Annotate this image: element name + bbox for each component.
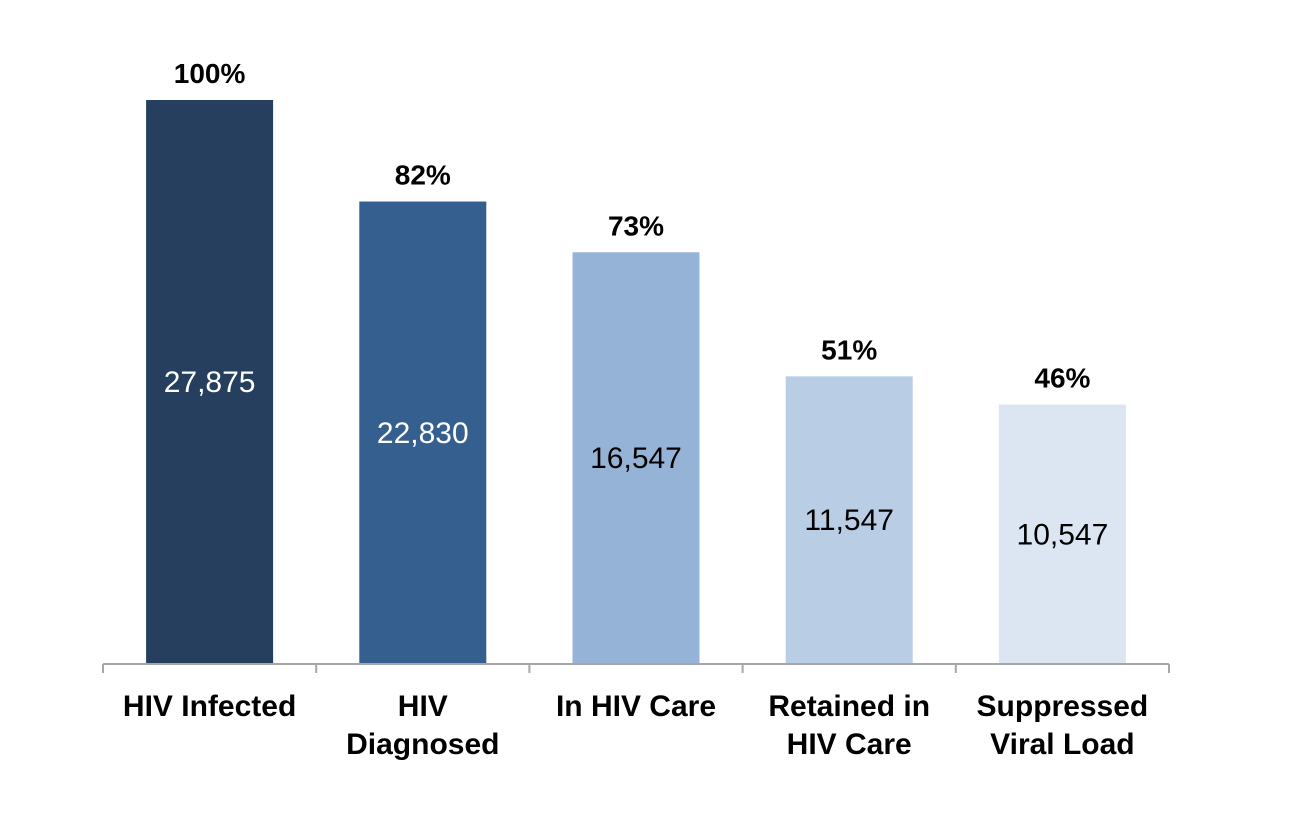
category-label-4-line-1: Retained in (768, 690, 930, 723)
percent-label-4: 51% (821, 334, 877, 365)
category-label-3-line-1: In HIV Care (556, 690, 716, 723)
value-label-4: 11,547 (804, 504, 894, 537)
bar-3 (572, 252, 700, 664)
value-label-3: 16,547 (590, 442, 682, 475)
category-label-2: HIV Diagnosed (346, 690, 499, 761)
percent-label-5: 46% (1034, 363, 1090, 394)
category-label-2-line-2: Diagnosed (346, 728, 499, 761)
category-label-3: In HIV Care (556, 690, 716, 723)
percent-label-3: 73% (608, 210, 664, 241)
labels-group: 100% 27,875 HIV Infected 82% 22,830 HIV Diagno… (123, 58, 1148, 761)
value-label-2: 22,830 (377, 417, 469, 450)
category-label-1: HIV Infected (123, 690, 296, 723)
bar-1 (146, 100, 274, 664)
value-label-5: 10,547 (1017, 518, 1109, 551)
bar-5 (998, 404, 1126, 664)
percent-label-2: 82% (395, 160, 451, 191)
bars-group (146, 100, 1126, 664)
category-label-2-line-1: HIV (398, 690, 448, 723)
category-label-4: Retained in HIV Care (768, 690, 930, 761)
percent-label-1: 100% (174, 58, 246, 89)
value-label-1: 27,875 (164, 366, 256, 399)
category-label-1-line-1: HIV Infected (123, 690, 296, 723)
category-label-5-line-1: Suppressed (977, 690, 1149, 723)
x-axis (102, 663, 1170, 673)
bar-2 (359, 201, 487, 664)
category-label-4-line-2: HIV Care (787, 728, 912, 761)
category-label-5-line-2: Viral Load (990, 728, 1135, 761)
bar-4 (785, 376, 913, 664)
category-label-5: Suppressed Viral Load (977, 690, 1149, 761)
